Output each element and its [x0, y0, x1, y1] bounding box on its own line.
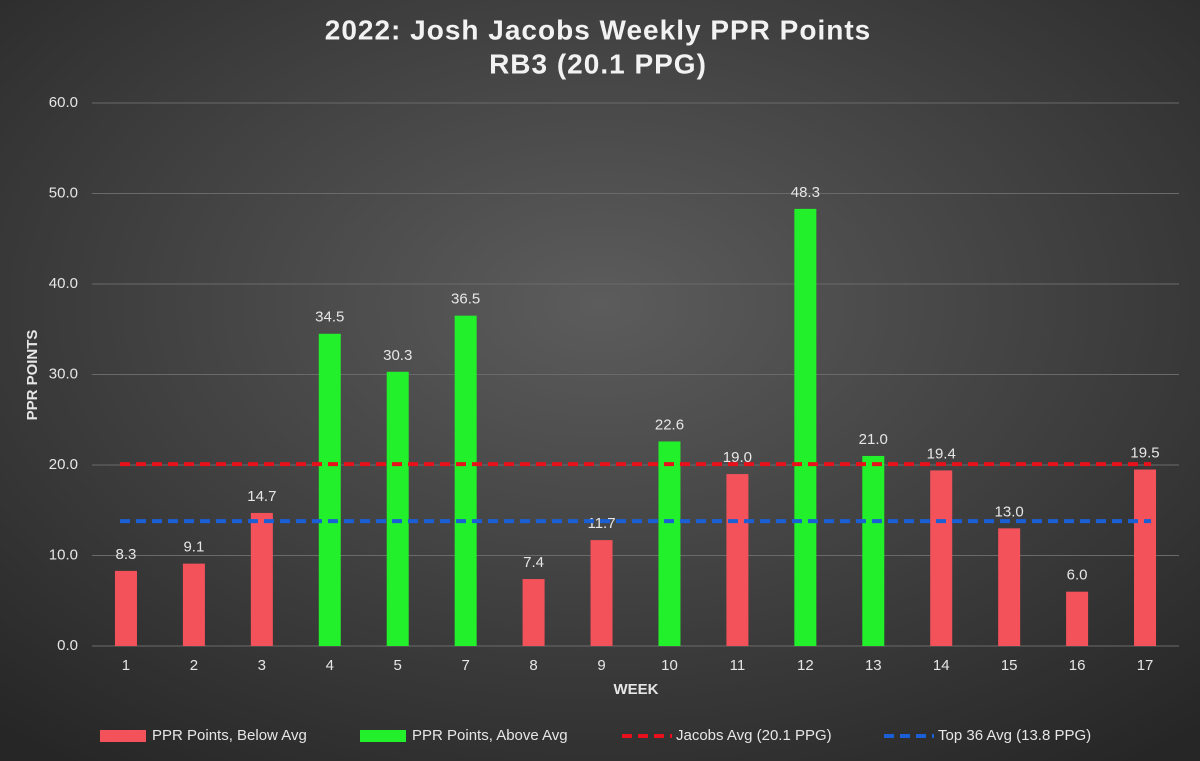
data-label: 21.0 [859, 431, 888, 448]
data-label: 34.5 [315, 309, 344, 326]
y-tick-label: 10.0 [49, 546, 78, 563]
y-tick-label: 60.0 [49, 94, 78, 111]
legend-swatch [360, 730, 406, 742]
bar [454, 315, 477, 646]
data-label: 14.7 [247, 488, 276, 505]
x-tick-label: 8 [529, 657, 537, 674]
bar [998, 528, 1021, 646]
legend-label: PPR Points, Above Avg [412, 727, 568, 744]
x-tick-label: 12 [797, 657, 814, 674]
y-tick-label: 40.0 [49, 275, 78, 292]
bar [658, 441, 681, 646]
bar [182, 563, 205, 646]
bar [930, 470, 953, 646]
bar [114, 570, 137, 646]
data-label: 22.6 [655, 416, 684, 433]
x-tick-label: 2 [190, 657, 198, 674]
bar [1066, 591, 1089, 646]
data-label: 7.4 [523, 554, 544, 571]
data-label: 9.1 [183, 539, 204, 556]
data-label: 19.5 [1130, 444, 1159, 461]
x-tick-label: 15 [1001, 657, 1018, 674]
y-tick-label: 20.0 [49, 456, 78, 473]
data-label: 19.0 [723, 449, 752, 466]
x-tick-label: 16 [1069, 657, 1086, 674]
bar [862, 455, 885, 646]
bar [522, 579, 545, 646]
bar [794, 208, 817, 646]
y-axis-label: PPR POINTS [24, 330, 41, 421]
y-tick-label: 50.0 [49, 184, 78, 201]
x-tick-label: 5 [394, 657, 402, 674]
bar [1134, 469, 1157, 646]
legend-label: PPR Points, Below Avg [152, 727, 307, 744]
x-tick-label: 4 [326, 657, 334, 674]
x-tick-label: 14 [933, 657, 950, 674]
data-label: 13.0 [995, 503, 1024, 520]
x-tick-label: 7 [461, 657, 469, 674]
data-label: 6.0 [1067, 567, 1088, 584]
data-label: 19.4 [927, 445, 956, 462]
chart-title: 2022: Josh Jacobs Weekly PPR Points [325, 14, 871, 45]
chart-subtitle: RB3 (20.1 PPG) [489, 48, 707, 79]
x-tick-label: 1 [122, 657, 130, 674]
bar [250, 512, 273, 646]
data-label: 30.3 [383, 347, 412, 364]
y-tick-label: 30.0 [49, 365, 78, 382]
data-label: 48.3 [791, 184, 820, 201]
legend-label: Top 36 Avg (13.8 PPG) [938, 727, 1091, 744]
legend-swatch [100, 730, 146, 742]
bar [318, 333, 341, 646]
bar [726, 474, 749, 646]
x-tick-label: 9 [597, 657, 605, 674]
data-label: 8.3 [116, 546, 137, 563]
legend-label: Jacobs Avg (20.1 PPG) [676, 727, 832, 744]
bar [386, 371, 409, 646]
x-tick-label: 11 [730, 657, 746, 674]
x-tick-label: 13 [865, 657, 882, 674]
x-tick-label: 10 [661, 657, 678, 674]
x-axis-label: WEEK [614, 681, 659, 698]
y-tick-label: 0.0 [57, 637, 78, 654]
bar [590, 540, 613, 646]
data-label: 11.7 [587, 515, 615, 532]
data-label: 36.5 [451, 291, 480, 308]
x-tick-label: 3 [258, 657, 266, 674]
x-tick-label: 17 [1137, 657, 1154, 674]
